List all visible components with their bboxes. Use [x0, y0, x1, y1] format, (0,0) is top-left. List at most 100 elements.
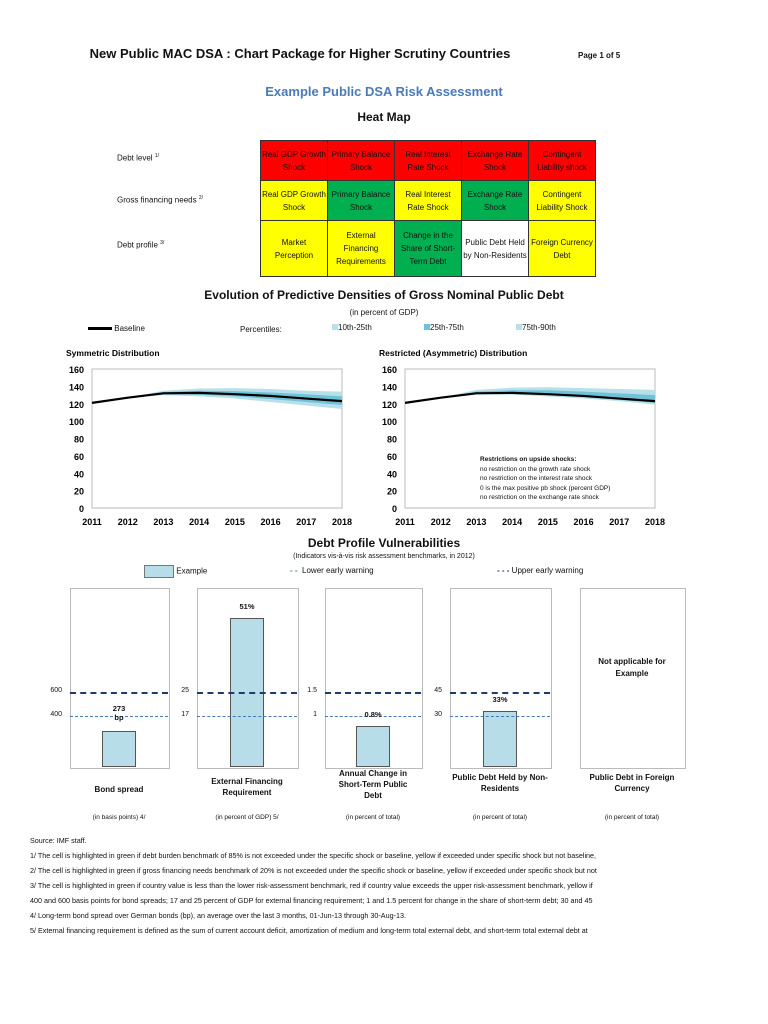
y-tick-label: 60	[387, 452, 397, 462]
lower-threshold-label: 30	[434, 711, 442, 718]
x-tick-label: 2018	[332, 517, 352, 527]
x-tick-label: 2016	[574, 517, 594, 527]
legend-p2: 25th-75th	[424, 323, 464, 332]
fan-charts: Symmetric Distribution 0 20 40 60 80 100 120 140…	[66, 348, 665, 527]
y-tick-label: 140	[382, 382, 397, 392]
legend-percentiles: Percentiles:	[240, 325, 282, 334]
y-tick-label: 140	[69, 382, 84, 392]
restriction-line: no restriction on the interest rate shoc…	[480, 475, 593, 482]
heatmap-cell: Real GDP Growth Shock	[260, 140, 328, 181]
band-10th-90th	[405, 387, 655, 405]
lower-warning-line	[325, 716, 421, 717]
upper-warning-line	[197, 692, 297, 694]
heatmap-cell: Foreign Currency Debt	[528, 220, 596, 277]
x-tick-label: 2017	[609, 517, 629, 527]
row-label-text: Debt profile	[117, 240, 158, 250]
row-label-note: 1/	[154, 153, 159, 159]
heatmap-table: Real GDP Growth Shock Primary Balance Sho…	[260, 140, 596, 277]
fan-chart-subtitle: Symmetric Distribution	[66, 348, 160, 358]
x-tick-label: 2013	[153, 517, 173, 527]
legend-baseline-label: Baseline	[114, 324, 145, 333]
dpv-panel	[580, 588, 686, 769]
footnote: 4/ Long-term bond spread over German bon…	[30, 911, 406, 920]
dpv-panel-title: Public Debt Held by Non-Residents	[452, 773, 548, 793]
x-tick-label: 2018	[645, 517, 665, 527]
dpv-value-label: 273 bp	[112, 704, 126, 723]
y-tick-label: 40	[387, 469, 397, 479]
dpv-bar	[483, 711, 517, 767]
lower-warning-line	[450, 716, 550, 717]
heatmap-cell: Exchange Rate Shock	[461, 180, 529, 221]
heatmap-title: Heat Map	[357, 110, 411, 124]
restriction-line: 0 is the max positive pb shock (percent …	[480, 484, 611, 492]
fan-chart-title: Evolution of Predictive Densities of Gro…	[204, 288, 564, 302]
footnote: 2/ The cell is highlighted in green if g…	[30, 866, 597, 875]
y-tick-label: 20	[74, 487, 84, 497]
upper-threshold-label: 45	[434, 687, 442, 694]
heatmap-cell: Contingent Liability Shock	[528, 180, 596, 221]
y-tick-label: 0	[392, 504, 397, 514]
x-tick-label: 2012	[431, 517, 451, 527]
y-tick-label: 40	[74, 469, 84, 479]
fan-chart-subtitle: Restricted (Asymmetric) Distribution	[379, 348, 527, 358]
upper-dash-icon: - - -	[497, 566, 510, 575]
dpv-title: Debt Profile Vulnerabilities	[307, 536, 461, 550]
lower-threshold-label: 1	[313, 711, 317, 718]
legend-p1-label: 10th-25th	[338, 323, 372, 332]
y-tick-label: 0	[79, 504, 84, 514]
heatmap-cell: Primary Balance Shock	[327, 140, 395, 181]
fan-chart-unit: (in percent of GDP)	[349, 308, 419, 317]
y-tick-label: 160	[69, 365, 84, 375]
baseline-line	[404, 391, 656, 404]
legend-p2-label: 25th-75th	[430, 323, 464, 332]
heatmap-cell: Exchange Rate Shock	[461, 140, 529, 181]
legend-p3-label: 75th-90th	[522, 323, 556, 332]
dpv-panel-title: Bond spread	[94, 785, 144, 794]
x-tick-label: 2015	[225, 517, 245, 527]
heatmap-cell: External Financing Requirements	[327, 220, 395, 277]
heatmap-row-label: Gross financing needs 2/	[117, 195, 203, 205]
heatmap-row-label: Debt level 1/	[117, 153, 159, 163]
upper-threshold-label: 600	[50, 687, 62, 694]
dpv-panel-unit: (in percent of total)	[604, 814, 660, 821]
upper-threshold-label: 25	[181, 687, 189, 694]
heatmap-cell: Change in the Share of Short-Term Debt	[394, 220, 462, 277]
baseline-swatch	[88, 327, 112, 331]
dpv-subtitle: (Indicators vis-à-vis risk assessment be…	[293, 553, 475, 560]
legend-upper: - - - Upper early warning	[497, 566, 583, 575]
upper-threshold-label: 1.5	[307, 687, 317, 694]
x-tick-label: 2011	[82, 517, 102, 527]
legend-example-label: Example	[176, 566, 208, 576]
x-tick-label: 2015	[538, 517, 558, 527]
dpv-panel-title: Annual Change in Short-Term Public Debt	[338, 769, 408, 800]
lower-dash-icon: - -	[290, 566, 298, 575]
dpv-panel-unit: (in percent of GDP) 5/	[215, 814, 279, 821]
upper-warning-line	[70, 692, 168, 694]
p3-swatch	[516, 324, 522, 330]
dpv-panel-title: External Financing Requirement	[211, 777, 283, 797]
heatmap-row-label: Debt profile 3/	[117, 240, 164, 250]
page-number: Page 1 of 5	[578, 51, 621, 60]
x-tick-label: 2014	[189, 517, 209, 527]
y-tick-label: 120	[69, 400, 84, 410]
x-tick-label: 2013	[466, 517, 486, 527]
footnote: 400 and 600 basis points for bond spread…	[30, 896, 593, 905]
y-tick-label: 100	[69, 417, 84, 427]
legend-p1: 10th-25th	[332, 323, 372, 332]
dpv-value-label: 51%	[239, 602, 255, 611]
legend-p3: 75th-90th	[516, 323, 556, 332]
restrictions-title: Restrictions on upside shocks:	[480, 456, 577, 463]
restrictions-note: Restrictions on upside shocks: no restri…	[480, 455, 610, 503]
dpv-panel-title: Public Debt in Foreign Currency	[589, 773, 675, 793]
document-subtitle: Example Public DSA Risk Assessment	[265, 84, 503, 99]
x-tick-label: 2011	[395, 517, 415, 527]
heatmap-cell: Real Interest Rate Shock	[394, 140, 462, 181]
y-tick-label: 80	[74, 435, 84, 445]
lower-threshold-label: 400	[50, 711, 62, 718]
y-tick-label: 160	[382, 365, 397, 375]
heatmap-cell: Contingent Liability shock	[528, 140, 596, 181]
upper-warning-line	[450, 692, 550, 694]
y-tick-label: 80	[387, 435, 397, 445]
lower-threshold-label: 17	[181, 711, 189, 718]
